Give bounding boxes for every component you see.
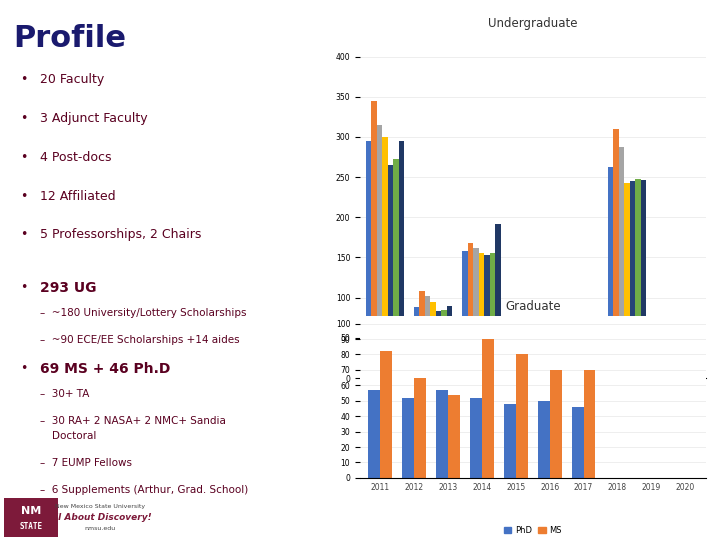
Bar <box>436 311 441 378</box>
Bar <box>544 374 549 378</box>
Text: 293 UG: 293 UG <box>40 281 96 295</box>
Text: Profile: Profile <box>13 24 126 53</box>
Text: •: • <box>20 73 27 86</box>
Bar <box>371 101 377 378</box>
Bar <box>608 167 613 378</box>
Bar <box>470 397 482 478</box>
Bar <box>570 334 576 378</box>
Bar <box>527 370 533 378</box>
Bar <box>584 370 595 478</box>
Bar <box>366 141 371 378</box>
Bar <box>533 372 539 378</box>
X-axis label: Enrollment: Enrollment <box>510 405 556 414</box>
Bar <box>516 354 528 478</box>
Text: Doctoral: Doctoral <box>52 431 96 441</box>
Bar <box>447 306 452 378</box>
Bar <box>462 251 468 378</box>
Bar <box>504 404 516 478</box>
Bar <box>414 307 420 378</box>
Bar <box>387 165 393 378</box>
Bar <box>399 141 404 378</box>
Bar <box>393 159 399 378</box>
Text: 3 Adjunct Faculty: 3 Adjunct Faculty <box>40 112 147 125</box>
Text: nmsu.edu: nmsu.edu <box>84 526 116 531</box>
Bar <box>377 125 382 378</box>
Bar <box>635 179 641 378</box>
Bar <box>436 390 448 478</box>
Bar <box>380 352 392 478</box>
Bar <box>683 354 689 378</box>
Bar <box>624 184 630 378</box>
Bar <box>420 291 425 378</box>
Bar <box>369 390 380 478</box>
Text: •: • <box>20 190 27 202</box>
Bar <box>672 352 678 378</box>
Bar <box>490 253 495 378</box>
Bar <box>572 407 584 478</box>
Bar <box>587 358 593 378</box>
Bar <box>382 137 387 378</box>
Text: NM: NM <box>21 506 41 516</box>
Bar <box>402 397 414 478</box>
Text: •: • <box>20 151 27 164</box>
Text: 12 Affiliated: 12 Affiliated <box>40 190 115 202</box>
Bar <box>482 339 494 478</box>
Text: 20 Faculty: 20 Faculty <box>40 73 104 86</box>
Bar <box>678 354 683 378</box>
Text: –  ~90 ECE/EE Scholarships +14 aides: – ~90 ECE/EE Scholarships +14 aides <box>40 335 239 345</box>
Bar <box>425 296 431 378</box>
Bar <box>662 344 667 378</box>
Text: •: • <box>20 228 27 241</box>
Text: •: • <box>20 112 27 125</box>
Text: –  6 Supplements (Arthur, Grad. School): – 6 Supplements (Arthur, Grad. School) <box>40 485 248 495</box>
Text: •: • <box>20 362 27 375</box>
Text: –  30+ TA: – 30+ TA <box>40 389 89 399</box>
Bar <box>485 255 490 378</box>
Legend: PhD, MS: PhD, MS <box>500 523 565 538</box>
Bar <box>689 338 695 378</box>
Legend: 2011, 2012, 2013, 2014, 2015, 2016, 2017: 2011, 2012, 2013, 2014, 2015, 2016, 2017 <box>438 467 628 478</box>
Bar <box>559 346 564 378</box>
Bar <box>516 368 522 378</box>
Bar <box>448 395 460 478</box>
Text: New Mexico State University: New Mexico State University <box>55 504 145 509</box>
Bar <box>564 330 570 378</box>
Title: Graduate: Graduate <box>505 300 561 313</box>
Bar <box>468 243 473 378</box>
Title: Undergraduate: Undergraduate <box>488 17 577 30</box>
Bar <box>613 129 618 378</box>
Bar <box>441 309 447 378</box>
Bar <box>656 352 662 378</box>
Bar <box>618 146 624 378</box>
Text: 4 Post-docs: 4 Post-docs <box>40 151 111 164</box>
Bar <box>539 373 544 378</box>
Bar <box>630 181 635 378</box>
Bar <box>473 248 479 378</box>
Bar <box>581 355 587 378</box>
Bar <box>431 302 436 378</box>
Bar <box>593 358 598 378</box>
Bar <box>414 377 426 478</box>
Text: –  7 EUMP Fellows: – 7 EUMP Fellows <box>40 458 132 468</box>
Text: STATE: STATE <box>19 522 42 531</box>
Bar <box>550 370 562 478</box>
Text: 5 Professorships, 2 Chairs: 5 Professorships, 2 Chairs <box>40 228 201 241</box>
Bar <box>510 370 516 378</box>
Text: –  30 RA+ 2 NASA+ 2 NMC+ Sandia: – 30 RA+ 2 NASA+ 2 NMC+ Sandia <box>40 416 225 426</box>
Bar <box>522 370 527 378</box>
Bar <box>479 253 485 378</box>
Bar <box>667 350 672 378</box>
Bar <box>538 401 550 478</box>
Text: 69 MS + 46 Ph.D: 69 MS + 46 Ph.D <box>40 362 170 376</box>
Text: •: • <box>20 281 27 294</box>
Text: –  ~180 University/Lottery Scholarships: – ~180 University/Lottery Scholarships <box>40 308 246 318</box>
Bar <box>576 347 581 378</box>
Bar <box>4 498 58 537</box>
Bar <box>495 224 501 378</box>
Bar <box>641 180 646 378</box>
Text: All About Discovery!: All About Discovery! <box>48 514 152 522</box>
